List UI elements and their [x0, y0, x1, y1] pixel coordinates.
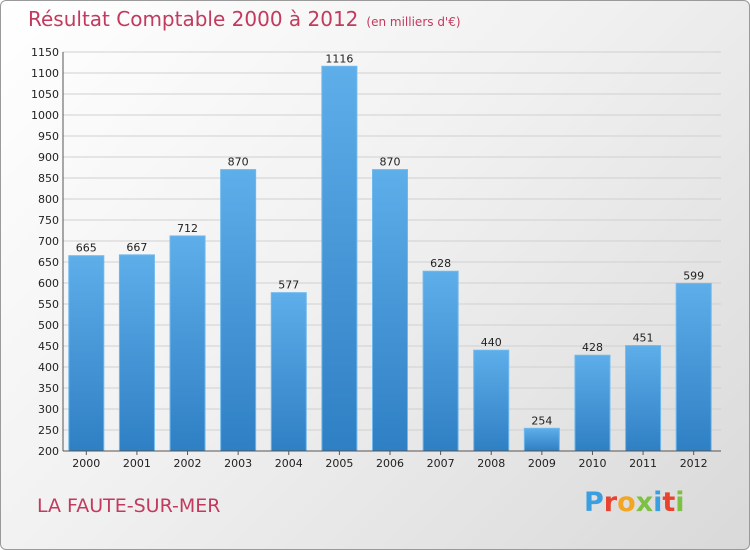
chart-unit: (en milliers d'€)	[366, 15, 461, 29]
logo-letter: o	[617, 487, 636, 518]
y-tick-label: 450	[38, 340, 59, 353]
value-label-2010: 428	[582, 341, 603, 354]
bar-2005	[321, 65, 358, 452]
x-tick-label: 2012	[680, 457, 708, 470]
y-tick-label: 1050	[31, 88, 59, 101]
y-tick-label: 350	[38, 382, 59, 395]
value-label-2007: 628	[430, 257, 451, 270]
value-label-2001: 667	[126, 241, 147, 254]
x-tick-label: 2007	[427, 457, 455, 470]
y-tick-label: 550	[38, 298, 59, 311]
bar-2004	[270, 292, 307, 452]
x-tick-label: 2004	[275, 457, 303, 470]
y-tick-label: 900	[38, 151, 59, 164]
y-tick-label: 200	[38, 445, 59, 458]
bar-2002	[169, 235, 206, 452]
y-tick-label: 800	[38, 193, 59, 206]
value-label-2005: 1116	[325, 52, 353, 65]
bar-2009	[523, 427, 560, 452]
y-tick-label: 700	[38, 235, 59, 248]
logo-letter: i	[653, 487, 663, 518]
value-label-2000: 665	[76, 242, 97, 255]
x-tick-label: 2011	[629, 457, 657, 470]
y-tick-label: 500	[38, 319, 59, 332]
x-tick-label: 2002	[174, 457, 202, 470]
y-axis: 200 250 300 350 400 450 500 550 600 650 700 750 800 8…	[31, 46, 64, 458]
x-tick-label: 2001	[123, 457, 151, 470]
bar-2001	[118, 254, 155, 452]
value-label-2009: 254	[531, 414, 552, 427]
bar-2008	[473, 349, 510, 452]
y-tick-label: 850	[38, 172, 59, 185]
logo-letter: t	[662, 487, 676, 518]
y-tick-label: 750	[38, 214, 59, 227]
value-label-2006: 870	[380, 156, 401, 169]
y-tick-label: 300	[38, 403, 59, 416]
value-label-2002: 712	[177, 222, 198, 235]
bar-2010	[574, 354, 611, 452]
y-tick-label: 1100	[31, 67, 59, 80]
value-label-2003: 870	[228, 156, 249, 169]
x-tick-label: 2006	[376, 457, 404, 470]
x-tick-label: 2003	[224, 457, 252, 470]
value-label-2004: 577	[278, 279, 299, 292]
x-axis: 2000 2001 2002 2003 2004 2005 2006 2007 2008 2009…	[63, 450, 721, 470]
x-tick-label: 2005	[325, 457, 353, 470]
y-tick-label: 250	[38, 424, 59, 437]
logo-letter: i	[675, 487, 685, 518]
proxiti-logo[interactable]: Proxiti	[584, 487, 685, 518]
town-name: LA FAUTE-SUR-MER	[37, 495, 221, 517]
logo-letter: x	[635, 487, 654, 518]
bar-2003	[220, 169, 257, 452]
y-tick-label: 950	[38, 130, 59, 143]
bar-2007	[422, 270, 459, 452]
y-tick-label: 1000	[31, 109, 59, 122]
x-tick-label: 2008	[477, 457, 505, 470]
bar-2000	[68, 255, 105, 452]
chart-title-text: Résultat Comptable 2000 à 2012	[28, 7, 359, 31]
value-label-2012: 599	[683, 269, 704, 282]
y-tick-label: 1150	[31, 46, 59, 59]
logo-letter: r	[603, 487, 618, 518]
x-tick-label: 2010	[578, 457, 606, 470]
y-tick-label: 600	[38, 277, 59, 290]
value-label-2008: 440	[481, 336, 502, 349]
y-tick-label: 650	[38, 256, 59, 269]
bars: 665 667 712 870 577 1116 870 628 440 254 428 451 599	[68, 52, 712, 452]
bar-2006	[372, 169, 408, 452]
logo-letter: P	[584, 487, 604, 518]
y-tick-label: 400	[38, 361, 59, 374]
value-label-2011: 451	[633, 332, 654, 345]
x-tick-label: 2009	[528, 457, 556, 470]
bar-2012	[675, 282, 712, 452]
x-tick-label: 2000	[72, 457, 100, 470]
chart-title: Résultat Comptable 2000 à 2012 (en millie…	[28, 7, 461, 31]
bar-2011	[625, 345, 662, 452]
